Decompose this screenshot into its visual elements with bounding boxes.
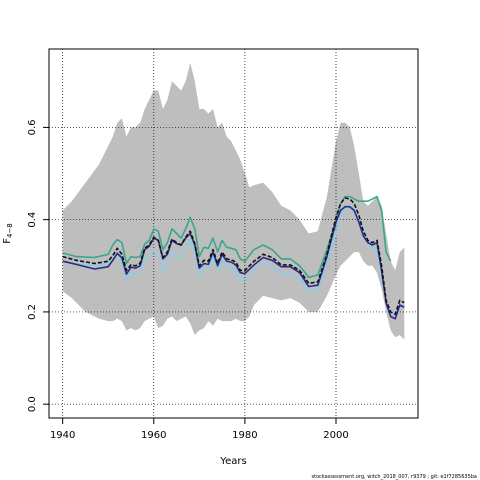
y-tick-label-3: 0.6 — [27, 119, 38, 135]
series-line-0 — [62, 195, 392, 279]
y-tick-label-1: 0.2 — [27, 304, 38, 320]
x-tick-label-2: 1980 — [232, 430, 257, 441]
y-axis-label: F4−8 — [2, 223, 14, 244]
y-tick-label-0: 0.0 — [27, 396, 38, 412]
plot-frame — [48, 48, 419, 419]
x-tick-label-0: 1940 — [50, 430, 75, 441]
x-tick-label-1: 1960 — [141, 430, 166, 441]
x-axis-label: Years — [219, 456, 246, 467]
y-tick-label-2: 0.4 — [27, 212, 38, 228]
footer-note: stockassessment.org, witch_2018_007, r93… — [311, 474, 477, 480]
y-axis-label-main: F — [2, 238, 13, 244]
series-line-2 — [62, 205, 405, 320]
y-axis-label-subscript: 4−8 — [6, 223, 14, 238]
x-tick-label-3: 2000 — [323, 430, 348, 441]
series-line-3 — [62, 197, 405, 316]
